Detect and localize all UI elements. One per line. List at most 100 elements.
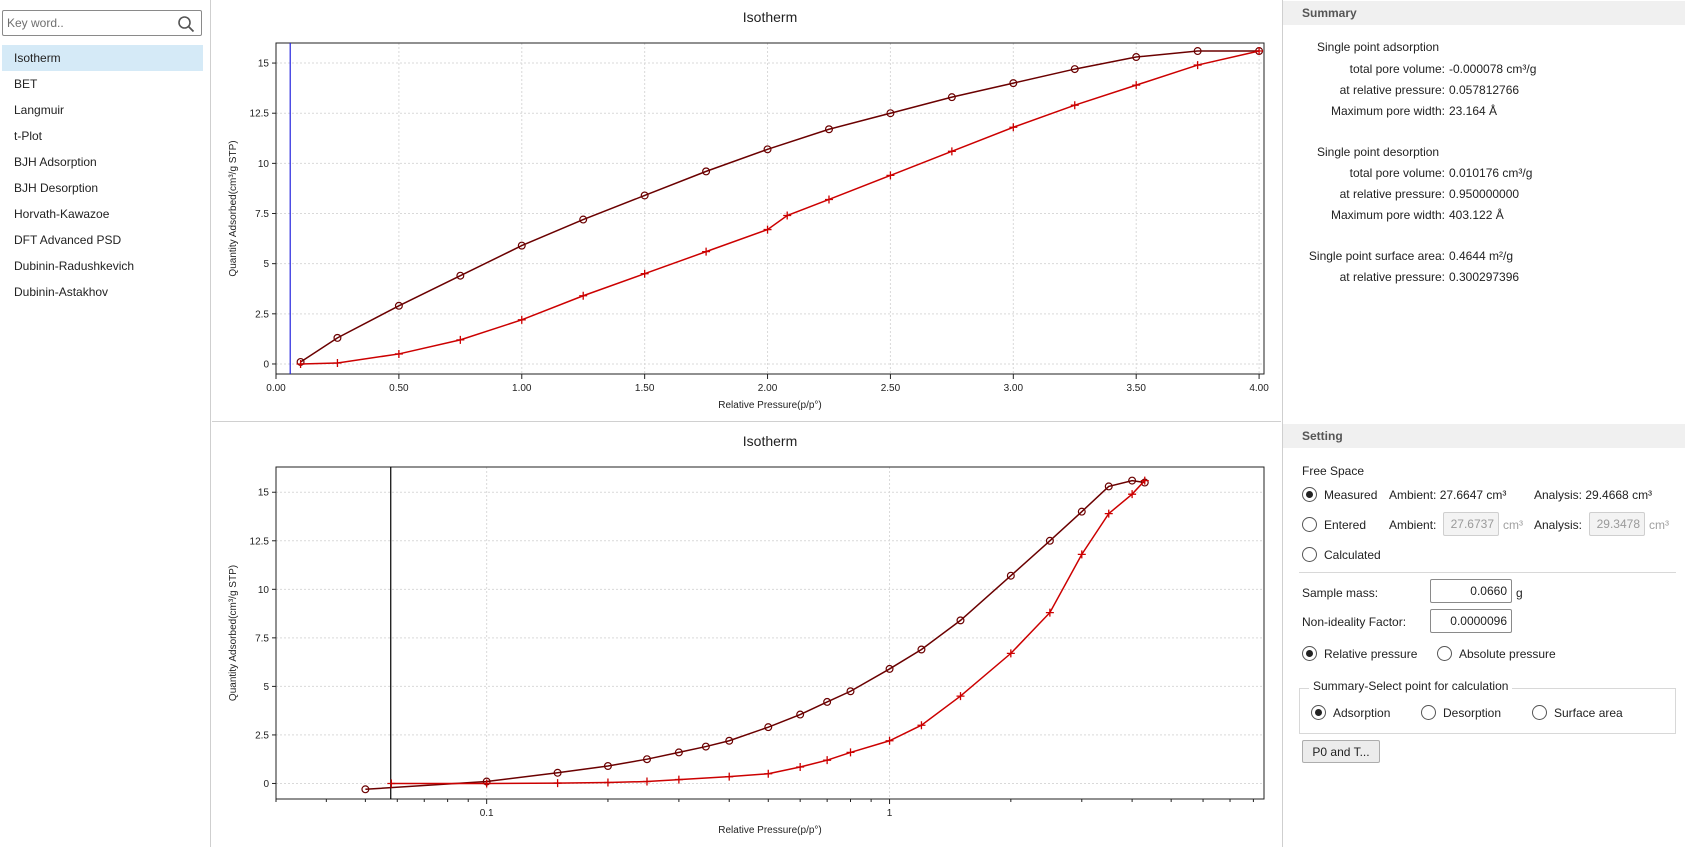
desorption-point	[456, 271, 465, 280]
entered-ambient-input[interactable]: 27.6737	[1443, 512, 1499, 536]
x-tick-label: 0.00	[266, 383, 286, 394]
adsorption-line	[391, 480, 1146, 785]
isotherm-log-chart[interactable]: Isotherm 0 2.5 5 7.5 10 12.5 15 0.1 1 Relative Pre…	[212, 423, 1281, 847]
ads-max-pore-width-label: Maximum pore width:	[1330, 104, 1445, 118]
sa-rel-pressure-value: 0.300297396	[1449, 270, 1520, 284]
x-tick-label: 2.00	[758, 383, 778, 394]
adsorption-point	[642, 777, 651, 786]
isotherm-linear-svg[interactable]: Isotherm 0 2.5 5 7.5 10 12.5 15 0.00 0.50 1.00 1.50…	[212, 0, 1281, 422]
desorption-radio[interactable]	[1421, 705, 1436, 720]
measured-ambient: Ambient: 27.6647 cm³	[1389, 488, 1507, 502]
des-total-pore-volume-value: 0.010176 cm³/g	[1449, 166, 1533, 180]
adsorption-point	[517, 315, 526, 324]
ads-max-pore-width-value: 23.164 Å	[1449, 104, 1498, 118]
x-tick-label: 3.50	[1126, 383, 1146, 394]
plot-frame	[275, 42, 1265, 375]
nonideality-input[interactable]: 0.0000096	[1430, 609, 1512, 633]
adsorption-radio[interactable]	[1311, 705, 1326, 720]
isotherm-log-svg[interactable]: Isotherm 0 2.5 5 7.5 10 12.5 15 0.1 1 Relative Pre…	[212, 423, 1281, 847]
search-box[interactable]	[2, 10, 202, 36]
sidebar-item-dubinin-radushkevich[interactable]: Dubinin-Radushkevich	[14, 259, 135, 273]
adsorption-point	[824, 195, 833, 204]
x-tick-label: 1	[887, 808, 893, 819]
x-tick-label: 1.50	[635, 383, 655, 394]
adsorption-point	[885, 736, 894, 745]
sample-mass-label: Sample mass:	[1302, 586, 1379, 600]
adsorption-point	[1009, 123, 1018, 132]
x-tick-label: 0.50	[389, 383, 409, 394]
surface-area-label: Single point surface area:	[1308, 249, 1445, 263]
search-input[interactable]	[7, 14, 172, 32]
desorption-point	[553, 768, 562, 777]
relative-pressure-label[interactable]: Relative pressure	[1324, 647, 1418, 661]
free-space-label: Free Space	[1302, 464, 1365, 478]
desorption-point	[1045, 536, 1054, 545]
measured-radio[interactable]	[1302, 487, 1317, 502]
desorption-point	[917, 645, 926, 654]
des-max-pore-width-label: Maximum pore width:	[1330, 208, 1445, 222]
sidebar-item-horvath-kawazoe[interactable]: Horvath-Kawazoe	[14, 207, 110, 221]
summary-select-group-title: Summary-Select point for calculation	[1309, 679, 1513, 693]
adsorption-point	[947, 147, 956, 156]
ads-total-pore-volume-value: -0.000078 cm³/g	[1449, 62, 1537, 76]
absolute-pressure-radio[interactable]	[1437, 646, 1452, 661]
sidebar-item-dft-advanced-psd[interactable]: DFT Advanced PSD	[14, 233, 122, 247]
entered-radio[interactable]	[1302, 517, 1317, 532]
adsorption-point	[579, 291, 588, 300]
relative-pressure-radio[interactable]	[1302, 646, 1317, 661]
sample-mass-input[interactable]: 0.0660	[1430, 579, 1512, 603]
desorption-point	[361, 785, 370, 794]
y-tick-label: 10	[258, 159, 270, 170]
x-tick-label: 3.00	[1004, 383, 1024, 394]
plot-series	[296, 47, 1264, 368]
entered-ambient-label: Ambient:	[1389, 518, 1437, 532]
sidebar-item-bjh-desorption[interactable]: BJH Desorption	[14, 181, 99, 195]
sidebar-item-dubinin-astakhov[interactable]: Dubinin-Astakhov	[14, 285, 109, 299]
desorption-point	[823, 697, 832, 706]
sidebar-item-isotherm[interactable]: Isotherm	[2, 45, 203, 71]
y-tick-label: 10	[258, 585, 270, 596]
adsorption-point	[702, 247, 711, 256]
calculated-radio[interactable]	[1302, 547, 1317, 562]
measured-label[interactable]: Measured	[1324, 488, 1378, 502]
sidebar-nav: Isotherm BET Langmuir t-Plot BJH Adsorpt…	[0, 45, 203, 305]
y-tick-label: 5	[263, 259, 269, 270]
desorption-point	[1006, 571, 1015, 580]
calculated-label[interactable]: Calculated	[1324, 548, 1381, 562]
des-max-pore-width-value: 403.122 Å	[1449, 208, 1504, 222]
adsorption-point	[886, 171, 895, 180]
adsorption-point	[1045, 608, 1054, 617]
sidebar-item-bjh-adsorption[interactable]: BJH Adsorption	[14, 155, 97, 169]
p0-and-t-button[interactable]: P0 and T...	[1302, 740, 1380, 763]
surface-area-radio[interactable]	[1532, 705, 1547, 720]
adsorption-point	[674, 775, 683, 784]
sidebar-item-bet[interactable]: BET	[14, 77, 38, 91]
desorption-point	[885, 664, 894, 673]
adsorption-point	[796, 762, 805, 771]
adsorption-point	[725, 772, 734, 781]
sidebar-item-langmuir[interactable]: Langmuir	[14, 103, 65, 117]
surface-area-select-label[interactable]: Surface area	[1554, 706, 1623, 720]
adsorption-point	[1077, 550, 1086, 559]
desorption-point	[725, 736, 734, 745]
adsorption-label[interactable]: Adsorption	[1333, 706, 1391, 720]
entered-analysis-label: Analysis:	[1534, 518, 1583, 532]
adsorption-point	[387, 779, 396, 788]
adsorption-point	[1193, 61, 1202, 70]
x-axis-label: Relative Pressure(p/p°)	[718, 825, 821, 836]
absolute-pressure-label[interactable]: Absolute pressure	[1459, 647, 1556, 661]
isotherm-linear-chart[interactable]: Isotherm 0 2.5 5 7.5 10 12.5 15 0.00 0.50 1.00 1.50…	[212, 0, 1281, 422]
desorption-point	[640, 191, 649, 200]
adsorption-point	[1128, 490, 1137, 499]
entered-label[interactable]: Entered	[1324, 518, 1367, 532]
x-tick-label: 2.50	[881, 383, 901, 394]
desorption-point	[763, 145, 772, 154]
sidebar-item-t-plot[interactable]: t-Plot	[14, 129, 43, 143]
x-tick-label: 4.00	[1249, 383, 1269, 394]
entered-analysis-input[interactable]: 29.3478	[1589, 512, 1645, 536]
search-icon[interactable]	[177, 15, 195, 33]
adsorption-point	[1006, 649, 1015, 658]
desorption-label[interactable]: Desorption	[1443, 706, 1502, 720]
ads-title: Single point adsorption	[1317, 40, 1440, 54]
